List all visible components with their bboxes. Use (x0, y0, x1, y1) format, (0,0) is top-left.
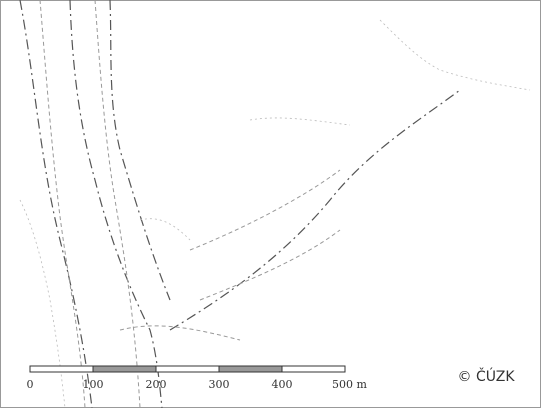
scale-bar: 0 100 200 300 400 500 m (27, 365, 367, 391)
scale-label: 500 m (332, 378, 367, 391)
scale-label: 300 (209, 378, 230, 391)
scale-segment (155, 365, 220, 373)
scale-segment (281, 365, 346, 373)
scale-segment (218, 365, 283, 373)
scale-segment (29, 365, 94, 373)
scale-label: 200 (146, 378, 167, 391)
scale-label: 0 (27, 378, 34, 391)
scale-segment (92, 365, 157, 373)
map-features (19, 0, 531, 408)
scale-label: 400 (272, 378, 293, 391)
copyright: © ČÚZK (458, 367, 516, 385)
scale-label: 100 (83, 378, 104, 391)
